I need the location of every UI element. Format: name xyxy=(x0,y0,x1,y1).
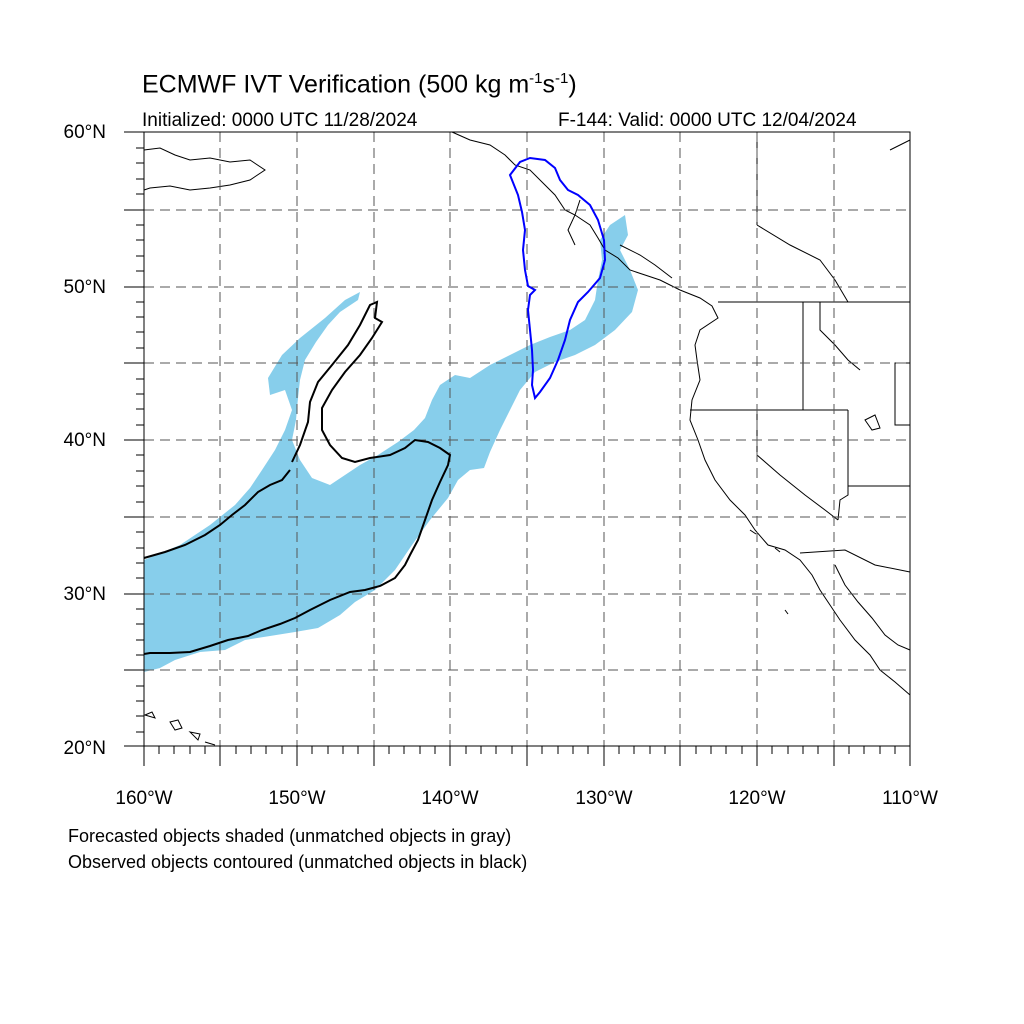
coastlines xyxy=(143,131,911,746)
political-borders xyxy=(690,132,911,573)
initialized-time: Initialized: 0000 UTC 11/28/2024 xyxy=(142,110,418,131)
observed-object-unmatched-south xyxy=(143,469,291,559)
lat-label-40n: 40°N xyxy=(63,430,106,451)
lat-label-20n: 20°N xyxy=(63,738,106,759)
lon-label-140w: 140°W xyxy=(421,788,479,809)
observed-object-unmatched-north xyxy=(143,300,452,655)
forecast-objects xyxy=(144,215,638,672)
lat-label-50n: 50°N xyxy=(63,277,106,298)
lat-label-60n: 60°N xyxy=(63,122,106,143)
footnote-forecast: Forecasted objects shaded (unmatched obj… xyxy=(68,826,512,846)
footnote-observed: Observed objects contoured (unmatched ob… xyxy=(68,852,528,872)
lat-label-30n: 30°N xyxy=(63,584,106,605)
forecast-object-main xyxy=(144,215,638,672)
valid-time: F-144: Valid: 0000 UTC 12/04/2024 xyxy=(558,110,857,131)
lon-label-160w: 160°W xyxy=(115,788,173,809)
observed-objects xyxy=(143,156,607,655)
map-title: ECMWF IVT Verification (500 kg m-1s-1) xyxy=(142,70,577,99)
lon-label-110w: 110°W xyxy=(882,788,938,809)
observed-object-matched xyxy=(508,156,607,401)
lon-label-130w: 130°W xyxy=(575,788,633,809)
lon-label-150w: 150°W xyxy=(268,788,326,809)
lon-label-120w: 120°W xyxy=(728,788,786,809)
map-frame xyxy=(124,131,911,766)
graticule xyxy=(144,132,910,746)
